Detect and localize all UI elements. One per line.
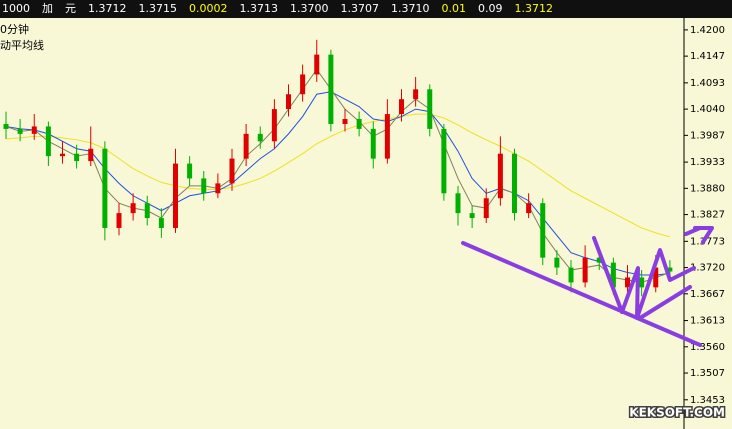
candle-body <box>526 203 532 214</box>
candle-body <box>116 213 122 228</box>
candle-body <box>568 267 574 283</box>
candle-body <box>173 163 178 228</box>
candle-body <box>384 114 390 159</box>
candle-body <box>300 74 306 95</box>
candle-body <box>130 203 136 214</box>
candle-body <box>102 148 108 228</box>
header-item: 1.3712 <box>515 2 554 15</box>
candle-body <box>31 126 37 134</box>
candle-body <box>356 119 362 129</box>
candle-body <box>483 198 489 219</box>
candle-body <box>88 148 94 162</box>
candle-body <box>243 133 249 159</box>
y-tick-label: 1.4093 <box>690 78 725 89</box>
y-tick-label: 1.3987 <box>690 130 725 141</box>
candle-body <box>399 99 404 115</box>
candle-body <box>17 128 23 134</box>
candle-body <box>215 183 221 194</box>
candle-body <box>540 203 546 258</box>
y-tick-label: 1.3667 <box>690 289 725 300</box>
candle-body <box>144 203 150 219</box>
candle-body <box>441 128 447 194</box>
header: 1000 加元 1.3712 1.3715 0.0002 1.3713 1.3700 1.37… <box>2 2 553 15</box>
zigzag <box>592 236 696 320</box>
candle-body <box>413 89 419 100</box>
y-tick-label: 1.4200 <box>690 25 725 36</box>
y-tick-label: 1.3827 <box>690 210 725 221</box>
header-item: 加 <box>42 2 53 15</box>
y-tick-label: 1.4147 <box>690 51 725 62</box>
header-item: 1.3710 <box>391 2 430 15</box>
moving-average <box>5 91 670 276</box>
annotation: 动平均线 <box>0 38 44 52</box>
candle-body <box>512 153 517 214</box>
candle-body <box>370 128 376 159</box>
y-tick-label: 1.3507 <box>690 368 725 379</box>
candle-body <box>158 218 164 228</box>
arrow-head <box>693 226 714 244</box>
y-tick-label: 1.3720 <box>690 263 725 274</box>
header-item: 元 <box>65 2 76 15</box>
candle-body <box>257 133 263 142</box>
candle-body <box>314 54 320 75</box>
y-tick-label: 1.3453 <box>690 395 725 406</box>
y-tick-label: 1.3933 <box>690 157 725 168</box>
header-item: 1.3712 <box>88 2 127 15</box>
candle-body <box>427 89 433 129</box>
candle-body <box>187 163 193 179</box>
candle-body <box>271 109 277 142</box>
candle-body <box>201 178 207 194</box>
candle-body <box>3 123 9 129</box>
candle-body <box>667 267 673 272</box>
header-item: 1.3715 <box>139 2 178 15</box>
axis: 1.4200 1.4147 1.4093 1.4040 1.3987 1.3933 1.38… <box>684 25 725 406</box>
header-item: 1.3713 <box>240 2 279 15</box>
y-tick-label: 1.3613 <box>690 316 725 327</box>
plot <box>3 39 673 297</box>
header-item: 0.0002 <box>189 2 228 15</box>
candle-body <box>328 54 334 124</box>
candle-body <box>610 262 616 288</box>
candle-body <box>582 257 588 283</box>
candle-body <box>229 158 235 184</box>
candle-body <box>286 94 291 110</box>
header-bar <box>0 0 732 18</box>
moving-average <box>5 68 671 283</box>
candle-body <box>74 153 80 162</box>
moving-average <box>5 113 671 238</box>
header-item: 1.3707 <box>341 2 380 15</box>
candle-body <box>60 153 65 157</box>
candle-body <box>45 126 51 157</box>
y-tick-label: 1.4040 <box>690 104 725 115</box>
candle-body <box>639 277 645 288</box>
candle-body <box>625 277 630 288</box>
y-tick-label: 1.3773 <box>690 236 725 247</box>
trend-drawing <box>461 226 714 347</box>
candle-body <box>469 213 475 219</box>
candle-body <box>455 193 461 214</box>
header-item: 0.09 <box>478 2 503 15</box>
y-tick-label: 1.3560 <box>690 342 725 353</box>
header-item: 0.01 <box>442 2 467 15</box>
candle-body <box>653 267 659 288</box>
y-tick-label: 1.3880 <box>690 183 725 194</box>
header-item: 1.3700 <box>290 2 329 15</box>
candle-body <box>342 119 348 124</box>
trend-line <box>638 285 692 320</box>
watermark: KEKSOFT.COM <box>629 406 725 420</box>
candle-body <box>497 153 503 199</box>
header-item: 1000 <box>2 2 30 15</box>
candle-body <box>596 257 602 263</box>
trend-line <box>461 241 702 347</box>
annotation: 0分钟 <box>0 22 29 36</box>
candle-body <box>554 257 560 268</box>
